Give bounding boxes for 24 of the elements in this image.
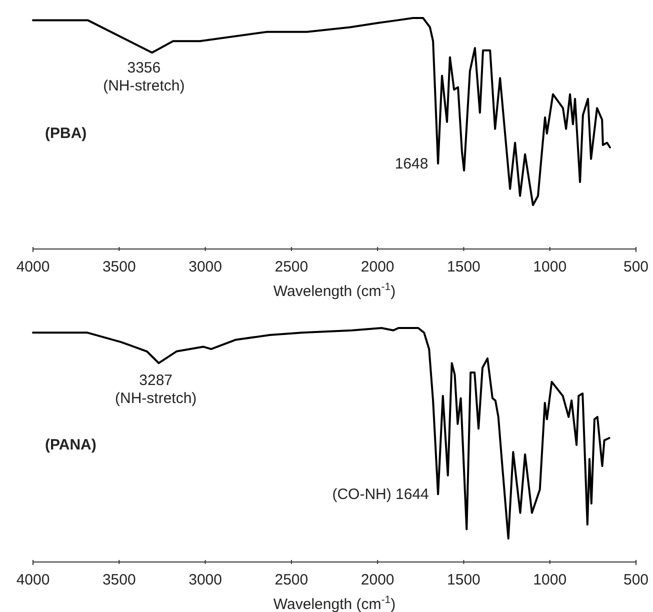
text: (PBA) [45,125,87,142]
annotation: 3356 (NH-stretch) [103,59,185,94]
x-tick-label: 1500 [447,572,480,588]
x-tick-label: 500 [623,258,649,276]
annotation: 3287 (NH-stretch) [115,372,197,408]
x-tick-label: 4000 [16,572,50,588]
text: (PANA) [45,436,96,454]
x-tick-label: 3000 [188,572,222,588]
x-tick-label: 3000 [188,258,222,276]
x-tick-label: 4000 [16,258,50,276]
x-tick-label: 2000 [360,258,394,276]
annotation: (CO-NH) 1644 [332,486,429,504]
x-axis-title: Wavelength (cm$^{-1}$) [273,281,396,300]
x-tick-label: 3500 [102,572,136,588]
x-tick-label: 2500 [274,572,308,588]
x-tick-label: 1000 [533,258,567,276]
x-tick-label: 1500 [447,258,480,276]
x-tick-label: 500 [623,572,649,588]
x-tick-label: 2000 [360,572,394,588]
x-axis-title: Wavelength (cm$^{-1}$) [273,594,396,612]
annotation: 1648 [394,156,428,173]
x-tick-label: 2500 [274,258,308,276]
x-tick-label: 1000 [533,572,567,588]
x-tick-label: 3500 [102,258,136,276]
